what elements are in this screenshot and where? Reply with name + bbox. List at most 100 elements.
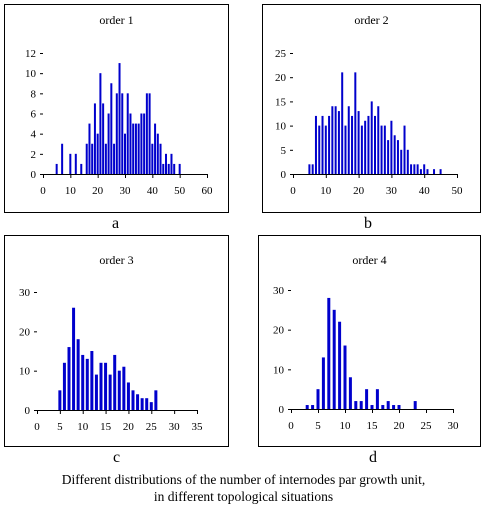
y-tick-label: 15 — [275, 96, 287, 108]
bar — [370, 101, 373, 174]
bar — [393, 135, 396, 174]
bar — [392, 405, 396, 409]
x-tick-label: 20 — [353, 185, 365, 197]
bar — [387, 140, 390, 174]
chart-title: order 3 — [99, 253, 134, 267]
bar — [132, 123, 135, 174]
caption-line-1: Different distributions of the number of… — [61, 472, 426, 487]
x-tick-label: 20 — [123, 421, 135, 433]
panel-label-b: b — [364, 215, 372, 232]
bar — [341, 72, 344, 174]
y-tick-label: 0 — [279, 404, 285, 416]
bar — [397, 405, 401, 409]
x-tick-label: 0 — [288, 420, 294, 432]
bar — [381, 405, 385, 409]
bar — [328, 115, 331, 174]
bar — [334, 106, 337, 174]
bar — [113, 143, 116, 174]
x-tick-label: 30 — [169, 421, 181, 433]
x-tick-label: 30 — [448, 420, 460, 432]
bar — [439, 169, 442, 174]
bar — [324, 125, 327, 174]
bar — [316, 389, 320, 409]
bar — [347, 106, 350, 174]
bar — [62, 362, 66, 410]
y-tick-label: 2 — [31, 149, 37, 161]
y-tick-label: 25 — [275, 48, 287, 60]
chart-plot-c: 0 10 20 30 0 5 10 15 20 25 30 35 — [19, 287, 204, 433]
x-tick-label: 15 — [100, 421, 112, 433]
bar — [104, 143, 107, 174]
bar — [400, 149, 403, 174]
bar — [357, 111, 360, 174]
panel-label-c: c — [113, 449, 121, 466]
bar — [314, 115, 317, 174]
bar — [72, 307, 76, 410]
bar — [90, 351, 94, 410]
bar — [104, 362, 108, 410]
bar — [305, 405, 309, 409]
y-tick-label: 10 — [273, 364, 285, 376]
bar — [94, 374, 98, 410]
x-tick-label: 40 — [147, 185, 159, 197]
bar — [151, 143, 154, 174]
bar — [121, 93, 124, 174]
y-tick-label: 5 — [281, 145, 287, 157]
bar — [318, 125, 321, 174]
y-tick-label: 20 — [275, 72, 287, 84]
bar — [364, 120, 367, 174]
x-tick-label: 0 — [40, 185, 46, 197]
x-tick-label: 35 — [192, 421, 204, 433]
bar — [359, 401, 363, 409]
bar — [367, 115, 370, 174]
y-tick-label: 10 — [19, 366, 31, 378]
x-tick-label: 10 — [320, 185, 332, 197]
bar — [327, 297, 331, 409]
figure-caption: Different distributions of the number of… — [0, 471, 487, 505]
bar — [178, 163, 181, 174]
panel-label-d: d — [369, 449, 377, 466]
bar — [360, 125, 363, 174]
y-tick-label: 0 — [25, 405, 31, 417]
chart-panel-b: order 2 0 5 10 15 20 25 0 10 20 30 40 50 — [262, 4, 481, 213]
bar — [354, 72, 357, 174]
bar — [91, 143, 94, 174]
x-tick-label: 25 — [421, 420, 433, 432]
bar — [170, 153, 173, 174]
bar — [321, 115, 324, 174]
y-tick-label: 0 — [281, 169, 287, 181]
bar — [343, 345, 347, 409]
bar — [338, 321, 342, 409]
x-tick-label: 30 — [120, 185, 132, 197]
bar — [99, 362, 103, 410]
x-tick-label: 5 — [315, 420, 321, 432]
bar — [140, 113, 143, 174]
y-tick-label: 20 — [273, 325, 285, 337]
bar — [99, 73, 102, 174]
bar — [406, 149, 409, 174]
bar — [311, 405, 315, 409]
x-tick-label: 10 — [65, 185, 77, 197]
bar — [129, 113, 132, 174]
chart-panel-d: order 4 0 10 20 30 0 5 10 15 20 25 30 — [258, 235, 481, 447]
x-tick-label: 20 — [92, 185, 104, 197]
caption-line-2: in different topological situations — [153, 489, 334, 504]
x-tick-label: 50 — [452, 185, 464, 197]
bar — [167, 163, 170, 174]
y-tick-label: 10 — [25, 68, 37, 80]
bar — [311, 164, 314, 174]
bar — [110, 83, 113, 174]
bar — [67, 347, 71, 410]
bar — [137, 123, 140, 174]
bar — [76, 339, 80, 410]
bar — [143, 113, 146, 174]
bar — [122, 366, 126, 410]
x-tick-label: 20 — [394, 420, 406, 432]
x-tick-label: 0 — [290, 185, 296, 197]
bar — [403, 125, 406, 174]
x-tick-label: 25 — [146, 421, 158, 433]
chart-plot-d: 0 10 20 30 0 5 10 15 20 25 30 — [273, 285, 460, 432]
bar — [69, 153, 72, 174]
bar — [173, 163, 176, 174]
bar — [85, 143, 88, 174]
